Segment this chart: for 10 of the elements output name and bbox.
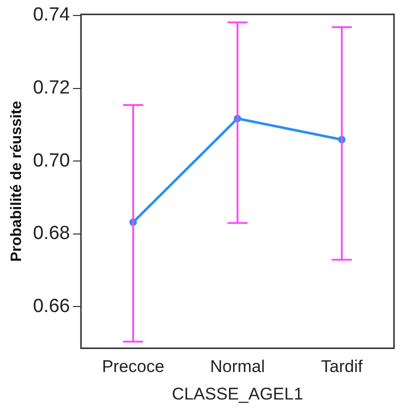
y-axis-title: Probabilité de réussite — [8, 100, 26, 262]
x-tick-label: Tardif — [321, 357, 363, 376]
y-tick-label: 0.72 — [32, 78, 70, 99]
x-tick-label: Precoce — [102, 357, 164, 376]
x-tick-label: Normal — [210, 357, 265, 376]
y-tick-label: 0.74 — [32, 4, 70, 26]
y-tick-label: 0.68 — [32, 223, 70, 244]
x-axis-title: CLASSE_AGEL1 — [172, 384, 304, 404]
y-tick-label: 0.66 — [32, 296, 70, 317]
y-tick-label: 0.70 — [32, 150, 70, 172]
